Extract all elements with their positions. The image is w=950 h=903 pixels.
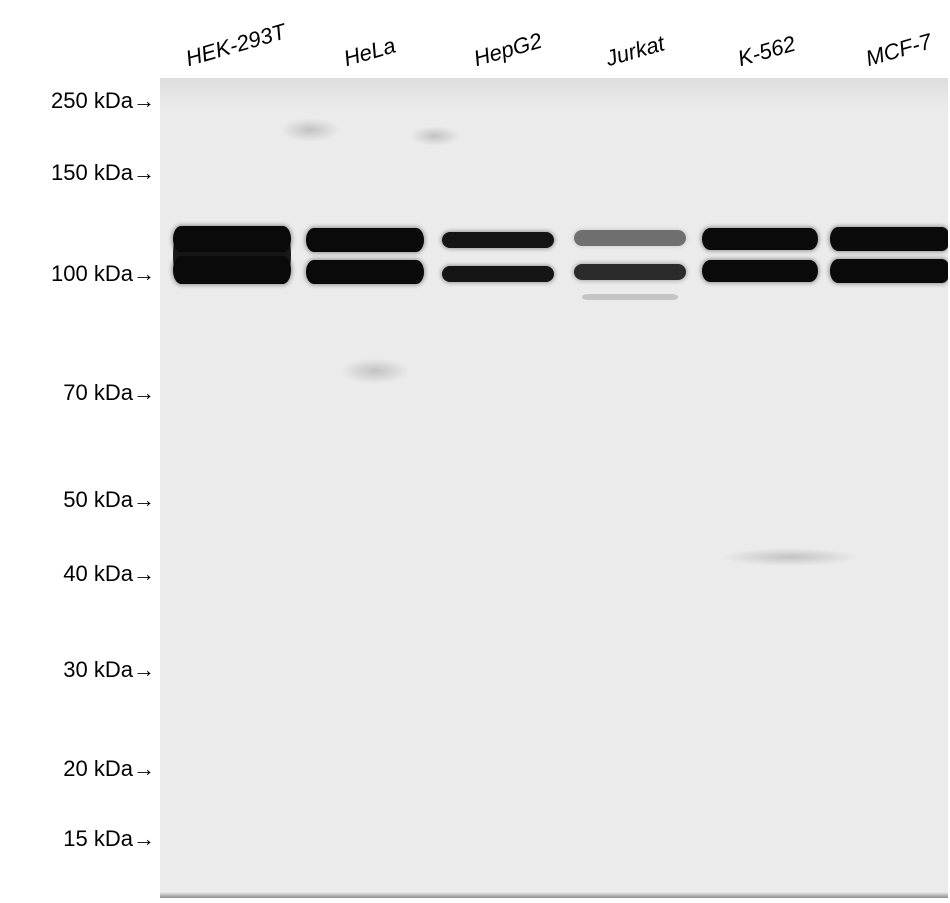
membrane-bottom-edge [160,892,948,898]
protein-band [830,259,948,283]
lane-label: HeLa [341,33,399,72]
protein-band [702,260,818,282]
lane-label: HepG2 [471,28,545,72]
membrane-smudge [280,118,340,142]
protein-band [442,232,554,248]
mw-marker-label: 40 kDa→ [0,561,155,587]
mw-marker-label: 20 kDa→ [0,756,155,782]
protein-band [173,256,291,284]
mw-marker-label: 15 kDa→ [0,826,155,852]
mw-marker-label: 150 kDa→ [0,160,155,186]
membrane-smudge [340,358,410,384]
faint-band [582,294,678,300]
mw-marker-label: 70 kDa→ [0,380,155,406]
mw-marker-label: 30 kDa→ [0,657,155,683]
protein-band [574,264,686,280]
western-blot-membrane: WWW.PTGLAB.COM [160,78,948,898]
protein-band [442,266,554,282]
protein-band [173,226,291,252]
mw-marker-label: 50 kDa→ [0,487,155,513]
protein-band [306,228,424,252]
lane-label: HEK-293T [183,19,289,72]
protein-band [574,230,686,246]
lane-labels: HEK-293T HeLa HepG2 Jurkat K-562 MCF-7 [160,0,950,78]
lane-label: Jurkat [603,30,668,72]
protein-band [306,260,424,284]
mw-marker-label: 100 kDa→ [0,261,155,287]
protein-band [702,228,818,250]
membrane-smudge [410,126,460,146]
protein-band [830,227,948,251]
membrane-top-shade [160,78,948,108]
mw-marker-label: 250 kDa→ [0,88,155,114]
lane-label: MCF-7 [863,28,935,72]
lane-label: K-562 [735,31,799,72]
membrane-smudge [720,548,860,566]
